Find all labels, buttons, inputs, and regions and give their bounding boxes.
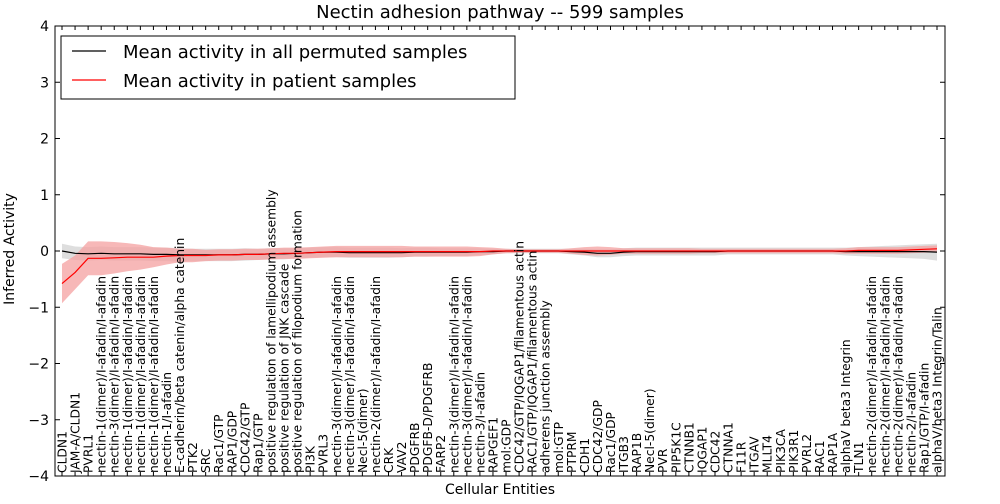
x-tick-label: RAPGEF1 [487,417,501,473]
series-lines [61,248,938,285]
x-tick-label: PVRL1 [82,434,96,473]
x-tick-label: RAP1A [826,432,840,473]
legend: Mean activity in all permuted samples Me… [60,35,516,100]
x-tick-label: IQGAP1 [695,426,709,473]
x-tick-label: nectin-3(dimer)/I-afadin/I-afadin [343,276,357,473]
x-tick-label: CRK [382,447,396,473]
y-tick-label: −4 [28,469,49,485]
x-tick-label: E-cadherin/beta catenin/alpha catenin [173,238,187,473]
x-tick-label: VAV2 [395,442,409,474]
x-tick-label: CTNNB1 [682,422,696,473]
x-tick-label: PIK3R1 [787,430,801,473]
x-tick-label: nectin-1(dimer)/I-afadin/I-afadin [95,276,109,473]
x-tick-label: RAC1 [813,440,827,473]
y-tick-label: 3 [40,75,49,91]
x-tick-label: nectin-2(dimer)/I-afadin/I-afadin [878,276,892,473]
x-tick-label: CDC42 [709,431,723,473]
x-tick-label: SRC [199,449,213,473]
y-tick-label: 4 [40,19,49,35]
x-tick-label: nectin-2/I-afadin [904,372,918,473]
x-tick-label: PI3K [304,445,318,473]
x-tick-label: FARP2 [434,435,448,473]
x-tick-label: RAP1/GDP [225,411,239,473]
band-patient [62,241,937,304]
y-tick-label: −3 [28,413,49,429]
y-tick-label: −2 [28,357,49,373]
x-tick-label: nectin-3(dimer)/I-afadin/I-afadin [447,276,461,473]
x-tick-label: nectin-1(dimer)/I-afadin/I-afadin [121,276,135,473]
x-tick-label: positive regulation of filopodium format… [291,210,305,473]
legend-label-permuted: Mean activity in all permuted samples [123,42,467,63]
x-tick-label: Necl-5(dimer) [356,388,370,473]
x-tick-label: alphaV beta3 Integrin [839,339,853,473]
x-tick-label: mol:GDP [500,419,514,472]
x-tick-label: CDC42/GDP [591,400,605,473]
x-tick-label: PTK2 [186,442,200,473]
x-tick-label: Rap1/GTP/I-afadin [917,363,931,473]
x-tick-label: CDC42/GTP [238,403,252,473]
x-tick-label: PIP5K1C [669,422,683,473]
x-tick-label: positive regulation of lamellipodium ass… [265,189,279,473]
x-tick-label: ITGAV [748,436,762,473]
x-tick-label: JAM-A/CLDN1 [69,392,83,474]
x-tick-label: nectin-3(dimer)/I-afadin/I-afadin [460,276,474,473]
x-tick-labels: CLDN1 JAM-A/CLDN1 PVRL1 nectin-1(dimer)/I-a… [56,26,945,476]
x-tick-label: nectin-2(dimer)/I-afadin/I-afadin [369,276,383,473]
y-tick-label: 2 [40,132,49,148]
x-axis-title: Cellular Entities [445,482,555,498]
x-tick-label: RAP1B [630,433,644,473]
x-tick-label: CDH1 [578,438,592,473]
x-tick-label: PTPRM [565,431,579,473]
x-tick-label: nectin-1(dimer)/I-afadin/I-afadin [147,276,161,473]
y-tick-label: 1 [40,188,49,204]
x-tick-label: nectin-1/I-afadin [160,372,174,473]
x-tick-label: Necl-5(dimer) [643,388,657,473]
plot-frame [54,25,946,477]
x-tick-label: PVR [656,448,670,473]
legend-label-patient: Mean activity in patient samples [123,71,417,92]
x-tick-label: PDGFB-D/PDGFRB [421,363,435,473]
x-tick-label: mol:GTP [552,422,566,473]
x-tick-label: Rap1/GTP [251,413,265,473]
x-tick-label: nectin-2(dimer)/I-afadin/I-afadin [865,276,879,473]
series-line-patient [61,248,938,285]
y-axis-ticks: −4 −3 −2 −1 0 1 2 3 4 [28,19,945,485]
chart-title: Nectin adhesion pathway -- 599 samples [316,2,684,23]
x-tick-label: Rac1/GTP [212,414,226,473]
x-tick-label: RAC1/GTP/IQGAP1/filamentous actin [526,251,540,473]
x-tick-label: PVRL3 [317,434,331,473]
x-tick-label: CLDN1 [56,431,70,473]
x-tick-label: PVRL2 [800,434,814,473]
x-tick-label: nectin-3/I-afadin [473,372,487,473]
x-tick-label: nectin-3(dimer)/I-afadin/I-afadin [108,276,122,473]
confidence-bands [62,241,937,304]
x-tick-label: F11R [735,441,749,473]
x-tick-label: alphaV/beta3 Integrin/Talin [931,307,945,473]
x-tick-label: MLLT4 [761,435,775,473]
y-axis-title: Inferred Activity [2,193,18,305]
x-tick-label: positive regulation of JNK cascade [278,264,292,473]
x-tick-label: adherens junction assembly [539,300,553,473]
x-tick-label: nectin-2(dimer)/I-afadin/I-afadin [891,276,905,473]
x-tick-label: PDGFRB [408,423,422,473]
x-tick-label: CTNNA1 [722,422,736,473]
x-tick-label: CDC42/GTP/IQGAP1/filamentous actin [513,241,527,473]
x-tick-label: PIK3CA [774,429,788,474]
x-tick-label: TLN1 [852,442,866,474]
y-tick-label: 0 [40,244,49,260]
x-tick-label: nectin-3(dimer)/I-afadin/I-afadin [330,276,344,473]
x-tick-label: Rac1/GDP [604,412,618,473]
x-tick-label: ITGB3 [617,436,631,473]
legend-box [60,35,516,100]
x-tick-label: nectin-1(dimer)/I-afadin/I-afadin [134,276,148,473]
y-tick-label: −1 [28,300,49,316]
